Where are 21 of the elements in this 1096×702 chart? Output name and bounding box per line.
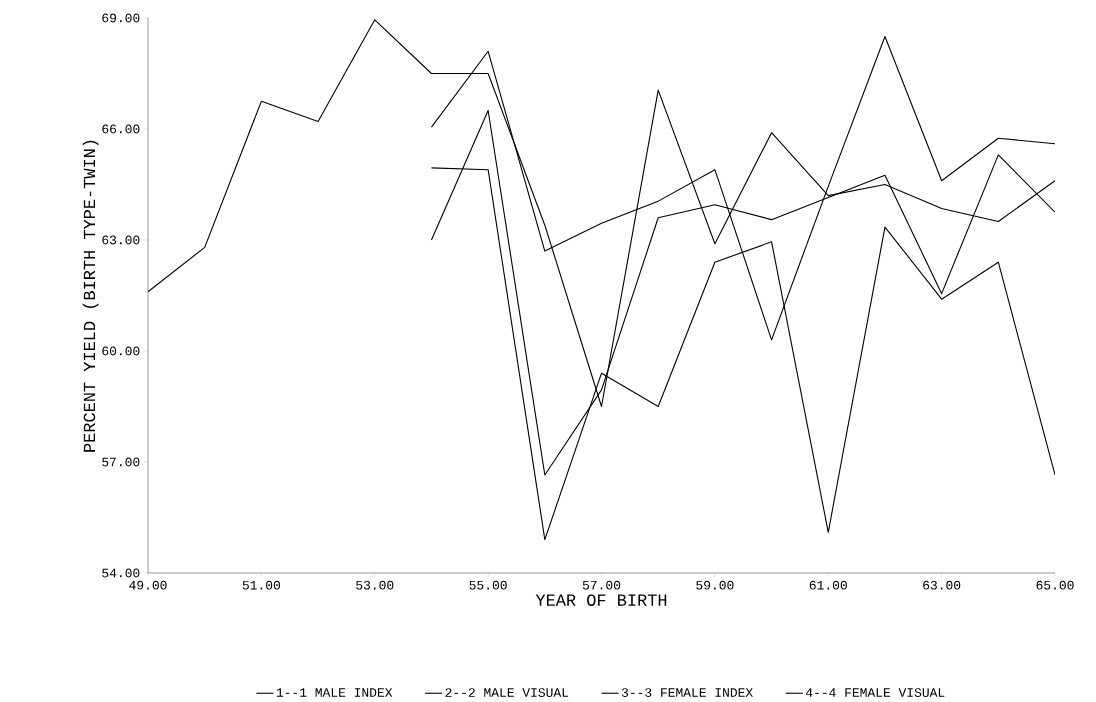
x-axis-title: YEAR OF BIRTH (535, 594, 667, 606)
y-tick-label: 69.00 (102, 13, 140, 23)
legend-label: 1--1 MALE INDEX (276, 688, 393, 697)
y-tick-label: 63.00 (102, 235, 140, 245)
x-tick-label: 65.00 (1036, 580, 1074, 590)
x-tick-label: 49.00 (129, 580, 167, 590)
legend-label: 2--2 MALE VISUAL (445, 688, 569, 697)
x-tick-label: 63.00 (923, 580, 961, 590)
y-axis-title: PERCENT YIELD (BIRTH TYPE-TWIN) (82, 140, 99, 452)
x-tick-label: 51.00 (242, 580, 281, 590)
legend-label: 4--4 FEMALE VISUAL (805, 688, 945, 697)
y-tick-label: 60.00 (102, 346, 140, 356)
y-tick-label: 57.00 (102, 457, 140, 467)
x-tick-label: 55.00 (469, 580, 507, 590)
y-tick-label: 66.00 (102, 124, 140, 134)
x-tick-label: 53.00 (356, 580, 394, 590)
x-tick-label: 61.00 (809, 580, 847, 590)
x-tick-label: 57.00 (582, 580, 621, 590)
y-tick-label: 54.00 (102, 568, 140, 578)
legend-label: 3--3 FEMALE INDEX (621, 688, 753, 697)
x-tick-label: 59.00 (696, 580, 734, 590)
